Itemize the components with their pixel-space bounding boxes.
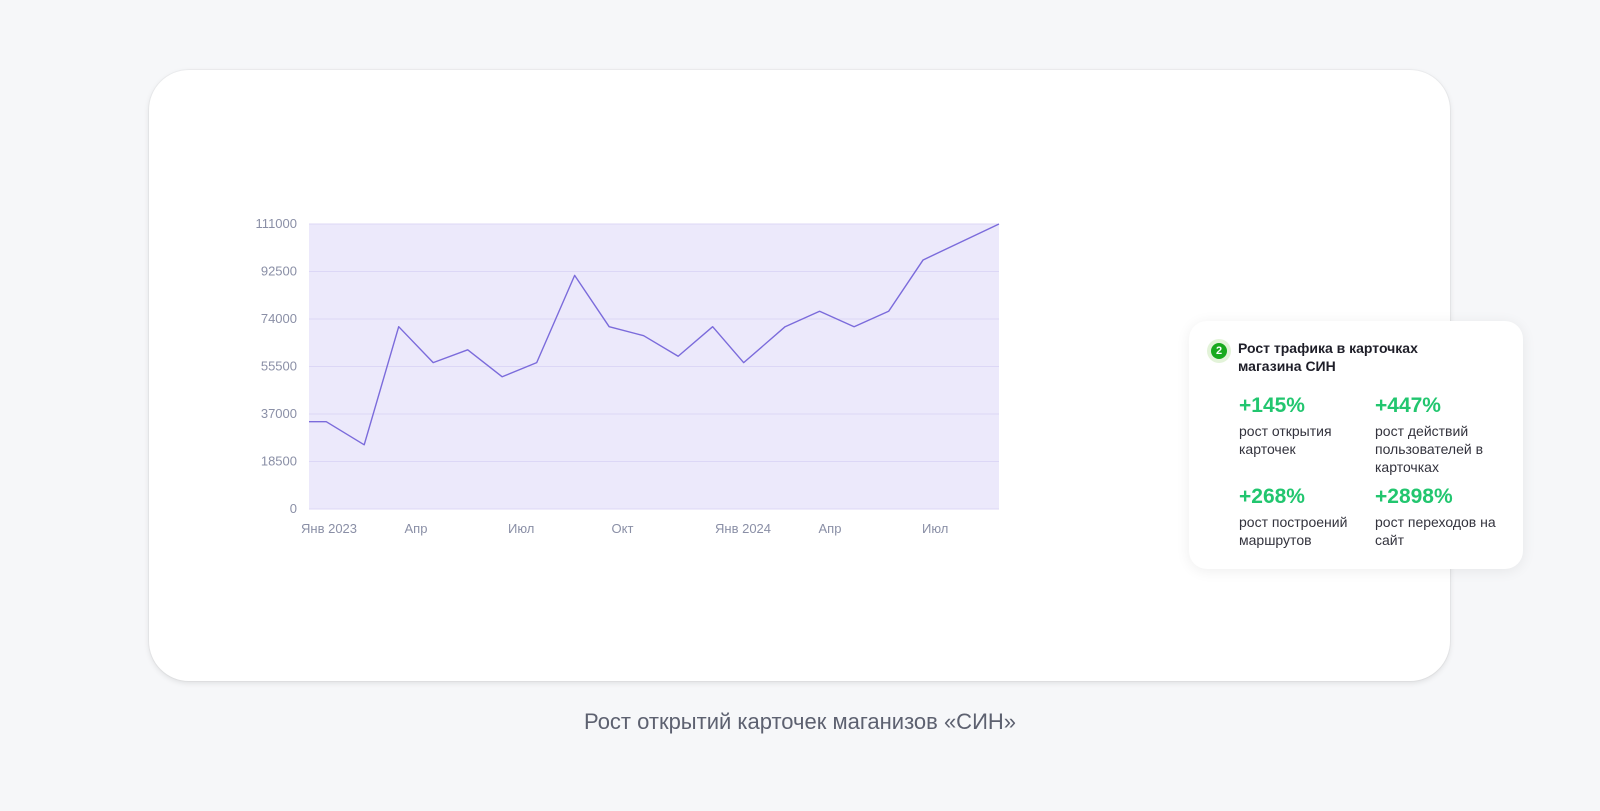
line-chart: 0 18500 37000 55500 74000 92500 111000 Янв 2023… bbox=[256, 216, 1000, 536]
y-tick-label: 55500 bbox=[261, 359, 297, 374]
figure-caption: Рост открытий карточек маганизов «СИН» bbox=[583, 709, 1017, 734]
x-tick-label: Янв 2023 bbox=[301, 521, 357, 536]
x-tick-label: Окт bbox=[612, 521, 634, 536]
y-tick-label: 74000 bbox=[261, 311, 297, 326]
metric-label: рост построений маршрутов bbox=[1239, 514, 1348, 548]
y-tick-label: 37000 bbox=[261, 406, 297, 421]
metric-value: +145% bbox=[1239, 394, 1305, 417]
series-line bbox=[309, 223, 1000, 446]
y-tick-label: 0 bbox=[290, 501, 297, 516]
metric-site-visits: +2898% рост переходов на сайт bbox=[1375, 485, 1499, 549]
y-tick-label: 111000 bbox=[256, 216, 297, 231]
brand-logo-icon: 2 bbox=[1207, 339, 1231, 363]
metric-label: рост действий пользователей в карточках bbox=[1375, 423, 1484, 475]
x-tick-label: Июл bbox=[508, 521, 534, 536]
metric-label: рост открытия карточек bbox=[1239, 423, 1332, 457]
metric-label: рост переходов на сайт bbox=[1375, 514, 1496, 548]
stats-header: 2 Рост трафика в карточках магазина СИН bbox=[1207, 339, 1438, 375]
brand-logo-glyph: 2 bbox=[1211, 343, 1227, 359]
metric-value: +268% bbox=[1239, 485, 1305, 508]
metric-routes: +268% рост построений маршрутов bbox=[1239, 485, 1363, 549]
x-tick-label: Апр bbox=[405, 521, 428, 536]
stats-panel: 2 Рост трафика в карточках магазина СИН … bbox=[1189, 321, 1523, 569]
chart-card: 0 18500 37000 55500 74000 92500 111000 Янв 2023… bbox=[149, 70, 1523, 681]
x-tick-label: Янв 2024 bbox=[715, 521, 771, 536]
x-tick-label: Июл bbox=[922, 521, 948, 536]
metric-card-opens: +145% рост открытия карточек bbox=[1239, 394, 1363, 458]
metric-value: +2898% bbox=[1375, 485, 1453, 508]
stats-title: Рост трафика в карточках магазина СИН bbox=[1238, 340, 1418, 374]
y-tick-label: 18500 bbox=[261, 454, 297, 469]
metric-value: +447% bbox=[1375, 394, 1441, 417]
x-tick-label: Апр bbox=[819, 521, 842, 536]
y-tick-label: 92500 bbox=[261, 264, 297, 279]
metric-user-actions: +447% рост действий пользователей в карт… bbox=[1375, 394, 1499, 476]
